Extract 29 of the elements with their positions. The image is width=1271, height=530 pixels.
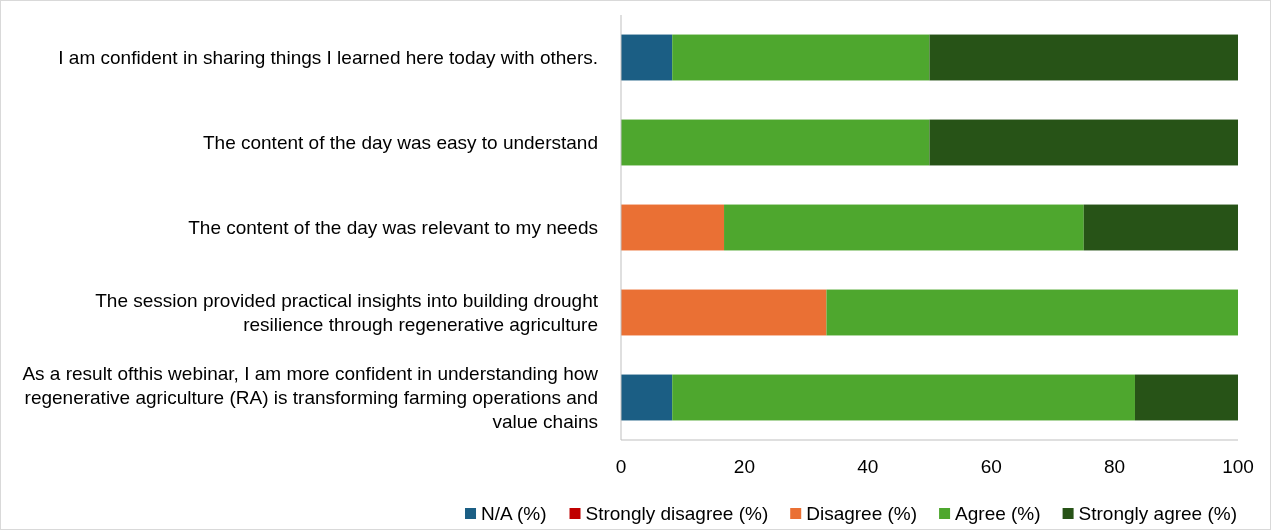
bar — [1134, 374, 1238, 421]
bar — [621, 204, 725, 251]
legend-label: Strongly disagree (%) — [585, 503, 769, 524]
bar — [621, 374, 673, 421]
bar — [672, 374, 1135, 421]
bar — [621, 119, 930, 166]
y-tick-label: The content of the day was relevant to my needs — [188, 217, 598, 239]
legend-label: Agree (%) — [955, 503, 1041, 524]
x-tick-label: 80 — [1104, 456, 1126, 477]
bar — [621, 289, 827, 336]
bar — [826, 289, 1238, 336]
y-tick-label: I am confident in sharing things I learned here today with others. — [58, 47, 598, 69]
legend-label: N/A (%) — [481, 503, 547, 524]
x-tick-label: 0 — [615, 456, 627, 477]
bar — [1083, 204, 1238, 251]
bar — [621, 34, 673, 81]
bar — [929, 119, 1238, 166]
x-tick-label: 40 — [857, 456, 879, 477]
y-tick-label: The content of the day was easy to understand — [202, 132, 598, 154]
legend-label: Disagree (%) — [806, 503, 918, 524]
legend-label: Strongly agree (%) — [1078, 503, 1237, 524]
y-tick-label: The session provided practical insights into building drought resilience through regenerative agriculture — [95, 290, 599, 336]
bar — [724, 204, 1084, 251]
x-tick-label: 20 — [733, 456, 755, 477]
bar — [929, 34, 1238, 81]
y-tick-label: As a result ofthis webinar, I am more confident in understanding how regenerative agriculture (RA) is transforming farming operations and value chains — [22, 363, 599, 433]
x-tick-label: 60 — [980, 456, 1002, 477]
bar — [672, 34, 930, 81]
x-tick-label: 100 — [1222, 456, 1254, 477]
